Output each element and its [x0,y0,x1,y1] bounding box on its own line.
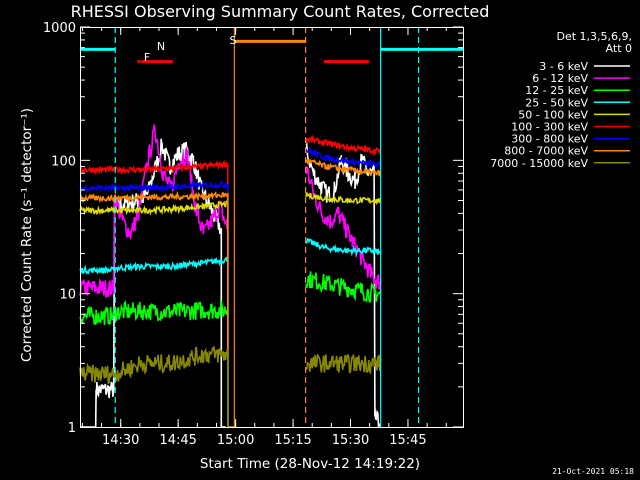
series-2 [79,124,382,428]
y-tick-label-1: 1 [68,421,76,436]
x-tick-label-6: 15:45 [389,433,426,448]
series-5-segment-1 [79,200,235,428]
legend-label-5: 50 - 100 keV [518,108,588,121]
series-9-segment-1 [79,346,235,428]
y-axis: 1 10 100 1000 [43,21,463,436]
series-9-segment-2 [305,353,382,375]
legend-header-line-2: Att 0 [606,42,632,55]
series-5 [79,192,382,428]
y-tick-label-2: 10 [59,288,76,303]
footer-timestamp: 21-Oct-2021 05:18 [552,467,634,476]
x-axis-label: Start Time (28-Nov-12 14:19:22) [200,456,420,472]
flag-label-f: F [144,51,150,64]
x-tick-label-1: 14:30 [102,433,139,448]
x-tick-label-2: 14:45 [159,433,196,448]
series-4 [79,237,382,428]
y-tick-label-4: 1000 [43,21,76,36]
series-2-segment-1 [79,124,235,428]
series-1-segment-1 [80,138,226,428]
x-tick-label-3: 15:00 [217,433,254,448]
chart-title: RHESSI Observing Summary Count Rates, Co… [71,2,490,21]
y-axis-label: Corrected Count Rate (s⁻¹ detector⁻¹) [19,108,35,362]
legend-label-6: 100 - 300 keV [511,121,588,134]
flag-label-n: N [157,40,165,53]
legend-label-1: 3 - 6 keV [539,60,588,73]
series-6 [79,134,382,428]
plot-area: NF S [79,27,463,429]
plot-frame [80,27,464,428]
legend-header-line-1: Det 1,3,5,6,9, [556,30,632,43]
series-3-segment-2 [305,271,382,304]
legend-label-3: 12 - 25 keV [525,84,588,97]
series-7 [79,145,382,428]
series-7-segment-1 [79,179,235,428]
series-8-segment-2 [305,159,382,177]
series-3 [79,271,382,428]
flag-f-dot [137,60,141,64]
series-2-segment-2 [305,165,382,290]
flag-label-s: S [230,34,237,47]
series-5-segment-2 [305,192,382,206]
y-tick-label-3: 100 [51,154,76,169]
series-7-segment-2 [305,145,382,170]
x-tick-label-5: 15:30 [332,433,369,448]
series-4-segment-1 [79,256,235,428]
x-tick-label-4: 15:15 [274,433,311,448]
legend-label-7: 300 - 800 keV [511,133,588,146]
series-8 [79,159,382,428]
series-8-segment-1 [79,190,235,428]
legend-label-2: 6 - 12 keV [532,72,588,85]
x-axis: 14:30 14:45 15:00 15:15 15:30 15:45 [81,27,447,448]
series-6-segment-1 [79,159,235,428]
series-6-segment-2 [305,134,382,157]
legend-label-4: 25 - 50 keV [525,96,588,109]
legend-label-8: 800 - 7000 keV [504,145,588,158]
series-3-segment-1 [79,298,235,428]
series-4-segment-2 [305,237,382,257]
legend-label-9: 7000 - 15000 keV [490,157,588,170]
series-9 [79,346,382,428]
